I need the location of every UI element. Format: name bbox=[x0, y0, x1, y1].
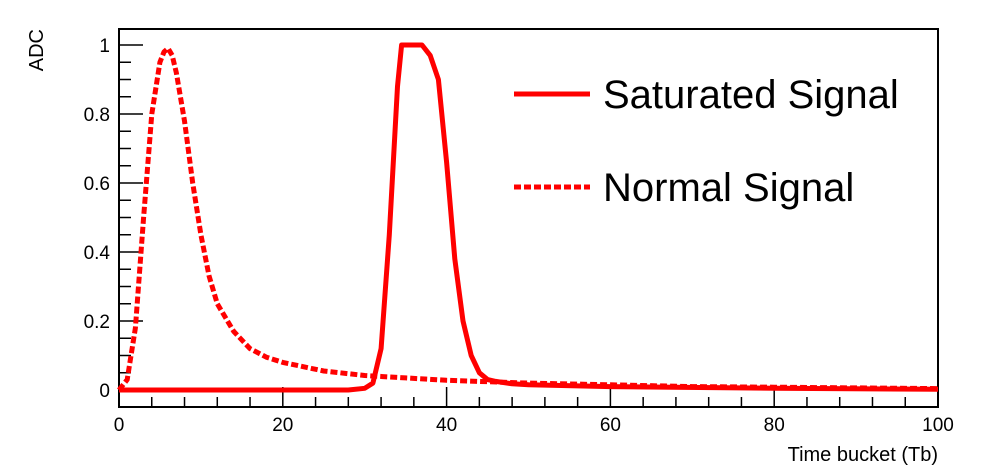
x-tick-label: 0 bbox=[114, 415, 125, 436]
axis-ticks bbox=[118, 44, 939, 407]
y-axis-title: ADC bbox=[26, 29, 48, 71]
x-axis-title: Time bucket (Tb) bbox=[788, 444, 938, 466]
y-tick-label: 0 bbox=[99, 381, 110, 402]
x-tick-label: 20 bbox=[272, 415, 293, 436]
y-tick-label: 0.4 bbox=[84, 243, 111, 264]
y-tick-label: 1 bbox=[99, 36, 110, 57]
legend-label-saturated: Saturated Signal bbox=[603, 73, 899, 117]
series-line-normal bbox=[117, 45, 939, 392]
y-tick-label: 0.6 bbox=[84, 174, 110, 195]
x-tick-label: 40 bbox=[436, 415, 457, 436]
x-tick-label: 100 bbox=[922, 415, 954, 436]
y-tick-label: 0.8 bbox=[84, 105, 110, 126]
y-tick-label: 0.2 bbox=[84, 312, 110, 333]
legend-label-normal: Normal Signal bbox=[603, 166, 854, 210]
legend: Saturated Signal Normal Signal bbox=[514, 73, 899, 210]
x-tick-label: 60 bbox=[600, 415, 621, 436]
series-layer bbox=[117, 42, 939, 393]
x-tick-label: 80 bbox=[764, 415, 785, 436]
tick-labels: 0 20 40 60 80 100 0 0.2 0.4 0.6 0.8 1 bbox=[84, 36, 954, 436]
